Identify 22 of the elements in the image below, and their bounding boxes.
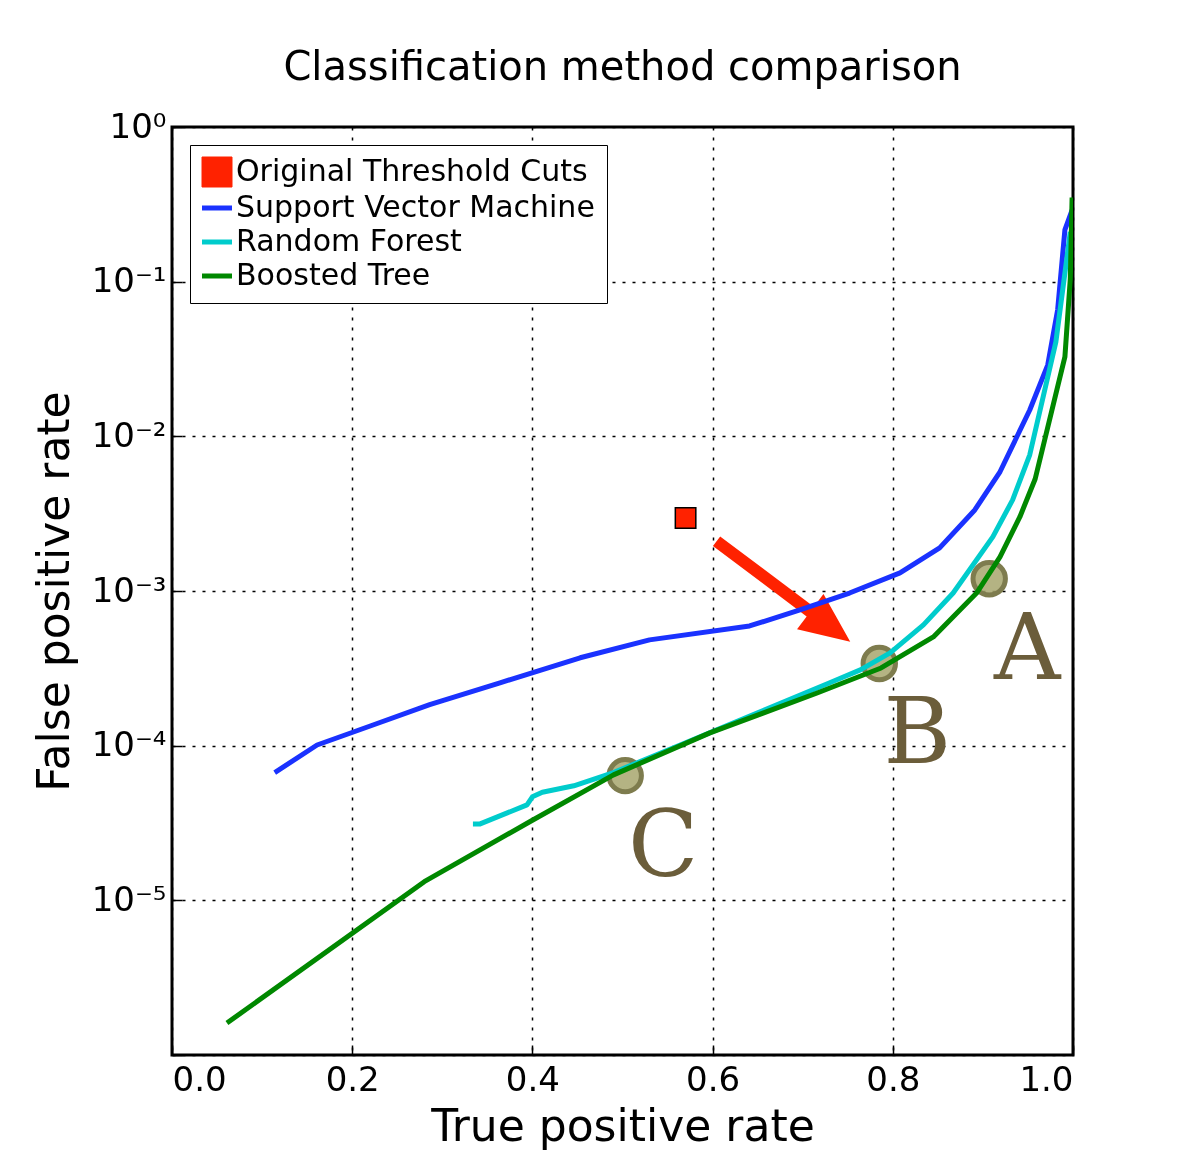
x-tick-label: 0.2 [325,1058,380,1099]
x-tick-label: 0.0 [172,1058,227,1099]
y-tick-label: 10⁻¹ [91,260,167,301]
y-tick-label: 10⁻⁵ [91,878,167,919]
x-axis-title: True positive rate [430,1099,815,1151]
x-tick-label: 0.4 [505,1058,560,1099]
y-tick-label: 10⁻³ [91,569,167,610]
legend-label: Support Vector Machine [236,189,595,224]
x-tick-label: 0.8 [866,1058,921,1099]
annotation: C [628,790,699,898]
annotation: A [992,593,1062,701]
legend-label: Original Threshold Cuts [236,153,588,188]
x-tick-label: 1.0 [1019,1058,1074,1099]
y-tick-label: 10⁻⁴ [91,724,167,765]
annotation: B [883,678,952,786]
legend-label: Random Forest [236,223,463,258]
x-tick-label: 0.6 [686,1058,741,1099]
y-axis-title: False positive rate [27,391,79,792]
legend-label: Boosted Tree [236,257,431,292]
y-tick-label: 10⁰ [109,105,167,146]
chart-title: Classification method comparison [283,43,962,89]
y-tick-label: 10⁻² [91,414,167,455]
